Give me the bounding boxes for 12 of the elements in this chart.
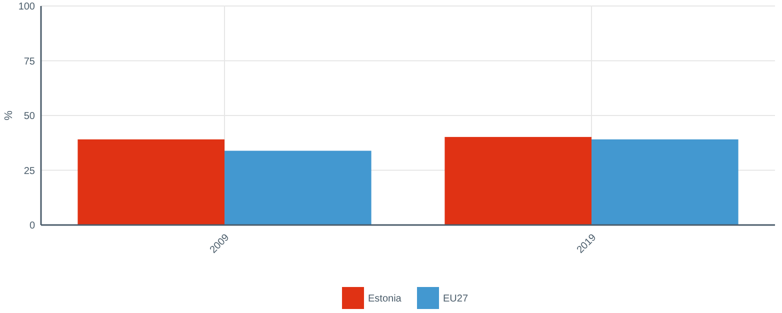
y-tick-label: 25 [24, 166, 36, 177]
legend-label: EU27 [443, 294, 468, 304]
bar [78, 139, 224, 225]
bar [444, 136, 592, 225]
y-tick-label: 0 [29, 220, 36, 232]
y-axis-title: % [3, 110, 15, 120]
y-tick-label: 50 [24, 111, 36, 122]
bar [592, 139, 738, 225]
y-tick-label: 75 [24, 56, 36, 68]
y-tick-label: 100 [18, 2, 36, 12]
legend-label: Estonia [368, 294, 402, 304]
bar [224, 150, 372, 225]
